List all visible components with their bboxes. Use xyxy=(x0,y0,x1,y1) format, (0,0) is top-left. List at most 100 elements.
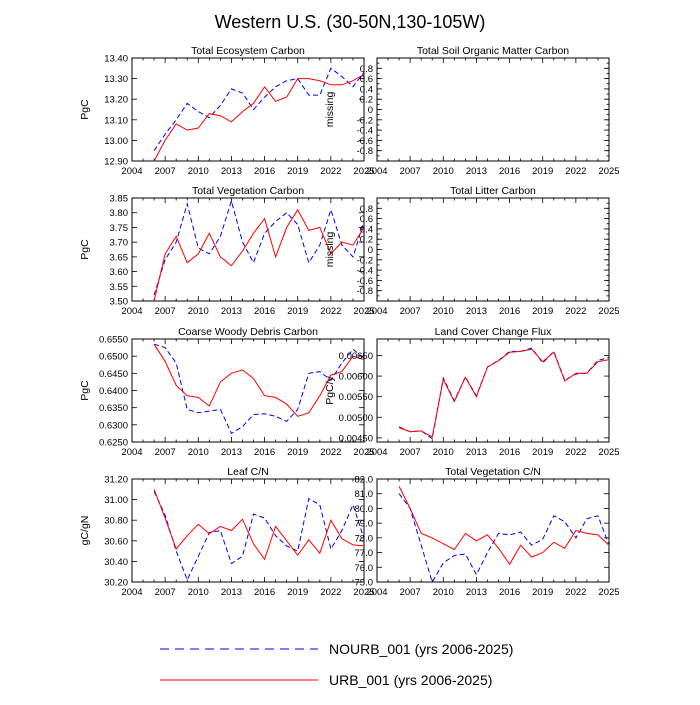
plot-frame xyxy=(376,338,610,443)
chart-panel-4: Total Litter Carbon missing 2004 2007 2010 20… xyxy=(324,185,620,317)
y-tick-label: -0.8 xyxy=(357,146,373,157)
panel-title: Total Litter Carbon xyxy=(450,185,536,197)
plot-frame xyxy=(131,57,365,162)
y-tick-label: 0.6500 xyxy=(99,352,128,363)
legend-label-urb: URB_001 (yrs 2006-2025) xyxy=(329,672,492,688)
legend-label-nourb: NOURB_001 (yrs 2006-2025) xyxy=(329,641,513,657)
x-tick-label: 2025 xyxy=(598,306,619,317)
series-line-urb xyxy=(153,343,365,417)
x-tick-label: 2004 xyxy=(121,306,142,317)
x-tick-label: 2013 xyxy=(466,306,487,317)
y-tick-label: 30.80 xyxy=(104,516,128,527)
y-axis-label: missing xyxy=(324,232,336,268)
x-tick-label: 2013 xyxy=(466,447,487,458)
series-line-nourb xyxy=(153,199,365,296)
y-tick-label: 0.6550 xyxy=(99,335,128,346)
panel-title: Leaf C/N xyxy=(227,466,268,478)
x-tick-label: 2007 xyxy=(155,306,176,317)
series-line-urb xyxy=(153,208,365,302)
y-tick-label: 0.4 xyxy=(360,224,373,235)
x-tick-label: 2013 xyxy=(221,166,242,177)
y-tick-label: 3.85 xyxy=(110,194,129,205)
y-tick-label: 3.70 xyxy=(110,238,129,249)
chart-panels: Total Ecosystem Carbon PgC 2004 2007 2010 201… xyxy=(79,45,620,598)
x-tick-label: 2016 xyxy=(254,166,275,177)
x-tick-label: 2007 xyxy=(400,447,421,458)
x-tick-label: 2022 xyxy=(320,166,341,177)
y-tick-label: 82.0 xyxy=(355,475,374,486)
series-line-urb xyxy=(153,489,365,561)
x-tick-label: 2016 xyxy=(254,587,275,598)
x-tick-label: 2019 xyxy=(532,306,553,317)
y-tick-label: -0.4 xyxy=(357,126,373,137)
series-line-nourb xyxy=(153,67,365,151)
y-tick-label: 3.50 xyxy=(110,297,129,308)
y-tick-label: 0.00650 xyxy=(339,351,373,362)
y-tick-label: 0.8 xyxy=(360,204,373,215)
series-line-nourb xyxy=(153,343,365,435)
x-tick-label: 2004 xyxy=(366,166,387,177)
panel-title: Land Cover Change Flux xyxy=(435,326,552,338)
x-tick-label: 2004 xyxy=(366,447,387,458)
y-axis-label: missing xyxy=(324,92,336,128)
y-tick-label: 3.60 xyxy=(110,267,129,278)
x-tick-label: 2019 xyxy=(287,166,308,177)
x-tick-label: 2004 xyxy=(121,447,142,458)
chart-panel-8: Total Vegetation C/N 2004 2007 2010 2013 2016… xyxy=(355,466,620,598)
y-tick-label: 79.0 xyxy=(355,519,374,530)
x-tick-label: 2013 xyxy=(466,587,487,598)
y-axis-label: PgC xyxy=(79,380,91,401)
legend: NOURB_001 (yrs 2006-2025) URB_001 (yrs 2… xyxy=(160,641,513,688)
y-tick-label: 0.6 xyxy=(360,214,373,225)
x-tick-label: 2025 xyxy=(353,166,374,177)
y-tick-label: 76.0 xyxy=(355,563,374,574)
y-tick-label: 13.30 xyxy=(104,74,128,85)
y-tick-label: 0.6450 xyxy=(99,369,128,380)
y-tick-label: 0.00550 xyxy=(339,392,373,403)
x-tick-label: 2013 xyxy=(221,587,242,598)
y-tick-label: 0.6300 xyxy=(99,420,128,431)
chart-panel-7: Leaf C/N gC/gN 2004 2007 2010 2013 2016 2019 202… xyxy=(79,466,375,598)
y-tick-label: 3.55 xyxy=(110,282,129,293)
y-tick-label: -0.8 xyxy=(357,286,373,297)
y-tick-label: 80.0 xyxy=(355,504,374,515)
panel-title: Total Vegetation Carbon xyxy=(192,185,304,197)
x-tick-label: 2007 xyxy=(400,587,421,598)
y-tick-label: 78.0 xyxy=(355,533,374,544)
chart-panel-5: Coarse Woody Debris Carbon PgC 2004 2007 201… xyxy=(79,326,375,458)
x-tick-label: 2019 xyxy=(532,587,553,598)
x-tick-label: 2025 xyxy=(353,447,374,458)
y-tick-label: 3.80 xyxy=(110,208,129,219)
series-line-urb xyxy=(398,486,610,566)
y-tick-label: 13.00 xyxy=(104,136,128,147)
panel-title: Total Soil Organic Matter Carbon xyxy=(417,45,569,57)
x-tick-label: 2007 xyxy=(155,166,176,177)
chart-panel-3: Total Vegetation Carbon PgC 2004 2007 2010 20… xyxy=(79,185,375,317)
x-tick-label: 2025 xyxy=(598,166,619,177)
x-tick-label: 2025 xyxy=(598,447,619,458)
x-tick-label: 2019 xyxy=(532,166,553,177)
x-tick-label: 2004 xyxy=(121,587,142,598)
y-tick-label: -0.2 xyxy=(357,115,373,126)
x-tick-label: 2007 xyxy=(400,306,421,317)
panel-title: Total Vegetation C/N xyxy=(445,466,541,478)
x-tick-label: 2022 xyxy=(320,587,341,598)
x-tick-label: 2010 xyxy=(188,447,209,458)
y-tick-label: -0.4 xyxy=(357,266,373,277)
chart-panel-2: Total Soil Organic Matter Carbon missing 2… xyxy=(324,45,620,177)
x-tick-label: 2019 xyxy=(287,587,308,598)
y-tick-label: 13.10 xyxy=(104,115,128,126)
x-tick-label: 2019 xyxy=(532,447,553,458)
y-tick-label: 30.40 xyxy=(104,557,128,568)
x-tick-label: 2022 xyxy=(565,166,586,177)
chart-panel-1: Total Ecosystem Carbon PgC 2004 2007 2010 201… xyxy=(79,45,375,177)
y-tick-label: 0 xyxy=(368,105,373,116)
x-tick-label: 2010 xyxy=(188,587,209,598)
y-tick-label: -0.6 xyxy=(357,276,373,287)
y-tick-label: 30.20 xyxy=(104,578,128,589)
y-axis-label: PgC xyxy=(79,239,91,260)
y-tick-label: 13.40 xyxy=(104,54,128,65)
y-tick-label: 0.00450 xyxy=(339,433,373,444)
x-tick-label: 2016 xyxy=(254,306,275,317)
x-tick-label: 2019 xyxy=(287,447,308,458)
